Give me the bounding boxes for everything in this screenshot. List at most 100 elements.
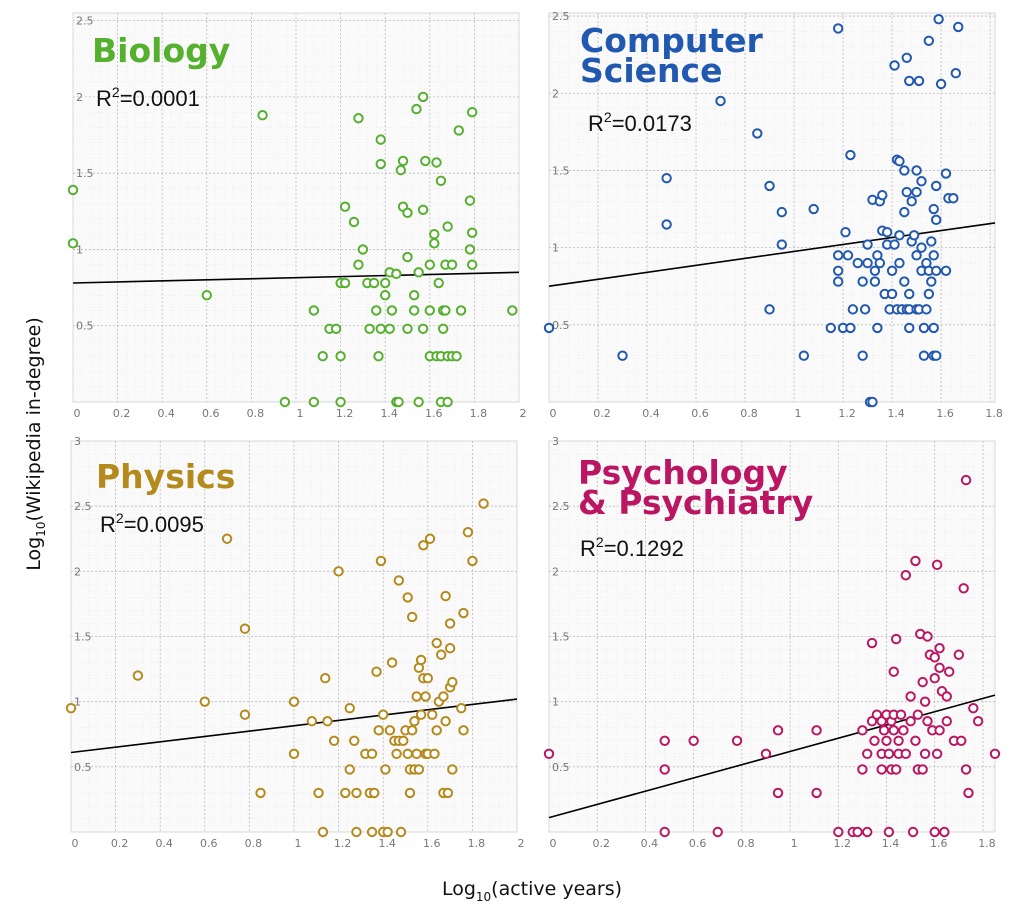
computer-science-data-point bbox=[950, 68, 961, 79]
psychology-data-point bbox=[931, 559, 943, 571]
computer-science-data-point bbox=[840, 226, 851, 238]
physics-data-point bbox=[320, 673, 331, 684]
psychology-y-tick-label: 2.5 bbox=[552, 500, 570, 513]
biology-data-point bbox=[371, 305, 382, 316]
physics-data-point bbox=[422, 673, 433, 684]
computer-science-data-point bbox=[869, 276, 881, 287]
computer-science-data-point bbox=[918, 322, 930, 334]
computer-science-data-point bbox=[926, 236, 937, 247]
psychology-data-point bbox=[883, 748, 895, 759]
psychology-x-tick-label: 0.6 bbox=[689, 837, 707, 850]
computer-science-data-point bbox=[872, 322, 883, 334]
physics-data-point bbox=[458, 725, 469, 736]
psychology-data-point bbox=[772, 725, 784, 736]
physics-data-point bbox=[199, 696, 211, 707]
biology-data-point bbox=[437, 323, 449, 334]
computer-science-data-point bbox=[862, 257, 873, 269]
physics-data-point bbox=[429, 748, 440, 759]
biology-data-point bbox=[402, 251, 413, 263]
biology-data-point bbox=[308, 305, 320, 316]
biology-data-point bbox=[424, 305, 435, 316]
computer-science-data-point bbox=[916, 242, 927, 253]
biology-data-point bbox=[402, 323, 413, 334]
psychology-data-point bbox=[659, 826, 670, 838]
physics-data-point bbox=[404, 787, 416, 799]
psychology-y-tick-label: 1.5 bbox=[552, 631, 570, 644]
biology-data-point bbox=[353, 259, 364, 270]
physics-x-tick-label: 0.6 bbox=[200, 837, 218, 850]
physics-data-point bbox=[366, 826, 378, 838]
biology-data-point bbox=[435, 175, 447, 187]
physics-data-point bbox=[462, 527, 474, 538]
physics-data-point bbox=[440, 590, 451, 602]
physics-r-squared-value: =0.0095 bbox=[124, 512, 204, 537]
biology-r-squared-value: =0.0001 bbox=[120, 86, 200, 111]
computer-science-data-point bbox=[940, 265, 952, 276]
psychology-data-point bbox=[931, 748, 943, 759]
physics-data-point bbox=[411, 748, 422, 759]
physics-data-point bbox=[369, 787, 380, 799]
computer-science-data-point bbox=[859, 304, 871, 315]
biology-y-tick-label: 0.5 bbox=[76, 320, 94, 333]
physics-data-point bbox=[458, 607, 469, 619]
psychology-y-tick-label: 3 bbox=[552, 435, 559, 448]
biology-data-point bbox=[67, 184, 79, 196]
biology-data-point bbox=[507, 305, 518, 316]
psychology-x-tick-label: 1 bbox=[791, 837, 798, 850]
physics-data-point bbox=[409, 716, 420, 727]
physics-y-tick-label: 0.5 bbox=[74, 761, 92, 774]
psychology-data-point bbox=[712, 826, 723, 838]
computer-science-data-point bbox=[889, 60, 900, 71]
psychology-title: & Psychiatry bbox=[578, 483, 813, 522]
biology-data-point bbox=[357, 244, 369, 255]
computer-science-data-point bbox=[832, 250, 844, 261]
physics-x-tick-label: 2 bbox=[518, 837, 525, 850]
physics-data-point bbox=[438, 691, 449, 702]
biology-x-tick-label: 1.4 bbox=[380, 407, 398, 420]
biology-data-point bbox=[429, 228, 440, 240]
psychology-data-point bbox=[905, 716, 916, 727]
biology-x-tick-label: 0.2 bbox=[113, 407, 131, 420]
computer-science-data-point bbox=[906, 196, 917, 207]
psychology-data-point bbox=[968, 702, 979, 714]
psychology-x-tick-label: 0.4 bbox=[641, 837, 659, 850]
physics-data-point bbox=[393, 575, 405, 586]
computer-science-data-point bbox=[913, 75, 925, 87]
psychology-data-point bbox=[862, 748, 873, 759]
psychology-r-squared-value: =0.1292 bbox=[604, 536, 684, 561]
physics-x-tick-label: 0.4 bbox=[155, 837, 173, 850]
biology-data-point bbox=[466, 259, 478, 270]
psychology-x-tick-label: 0.8 bbox=[737, 837, 755, 850]
biology-y-tick-label: 1 bbox=[76, 243, 83, 256]
computer-science-data-point bbox=[940, 168, 952, 179]
psychology-data-point bbox=[922, 631, 933, 642]
psychology-y-tick-label: 0.5 bbox=[552, 761, 570, 774]
physics-data-point bbox=[406, 725, 418, 736]
biology-data-point bbox=[384, 323, 395, 334]
biology-r-squared-exp: 2 bbox=[112, 84, 120, 100]
computer-science-y-tick-label: 2 bbox=[552, 87, 559, 100]
physics-data-point bbox=[239, 623, 251, 634]
computer-science-x-tick-label: 1.4 bbox=[887, 407, 905, 420]
physics-data-point bbox=[431, 725, 442, 736]
psychology-data-point bbox=[543, 748, 555, 759]
biology-trend-line bbox=[72, 271, 520, 284]
computer-science-data-point bbox=[845, 149, 856, 161]
psychology-r-squared: R2=0.1292 bbox=[580, 534, 684, 561]
psychology-data-point bbox=[917, 764, 928, 775]
biology-data-point bbox=[386, 305, 398, 316]
physics-r-squared-prefix: R bbox=[100, 512, 116, 537]
computer-science-data-point bbox=[921, 304, 932, 315]
computer-science-data-point bbox=[948, 193, 959, 204]
biology-data-point bbox=[442, 396, 453, 408]
biology-data-point bbox=[380, 290, 391, 301]
computer-science-x-tick-label: 0.8 bbox=[740, 407, 758, 420]
physics-y-tick-label: 1 bbox=[74, 696, 81, 709]
computer-science-data-point bbox=[832, 23, 844, 34]
psychology-data-point bbox=[919, 696, 931, 707]
computer-science-title: Computer bbox=[580, 21, 764, 60]
physics-data-point bbox=[288, 696, 300, 707]
biology-data-point bbox=[420, 155, 431, 167]
computer-science-data-point bbox=[935, 78, 947, 90]
computer-science-data-point bbox=[889, 239, 900, 250]
